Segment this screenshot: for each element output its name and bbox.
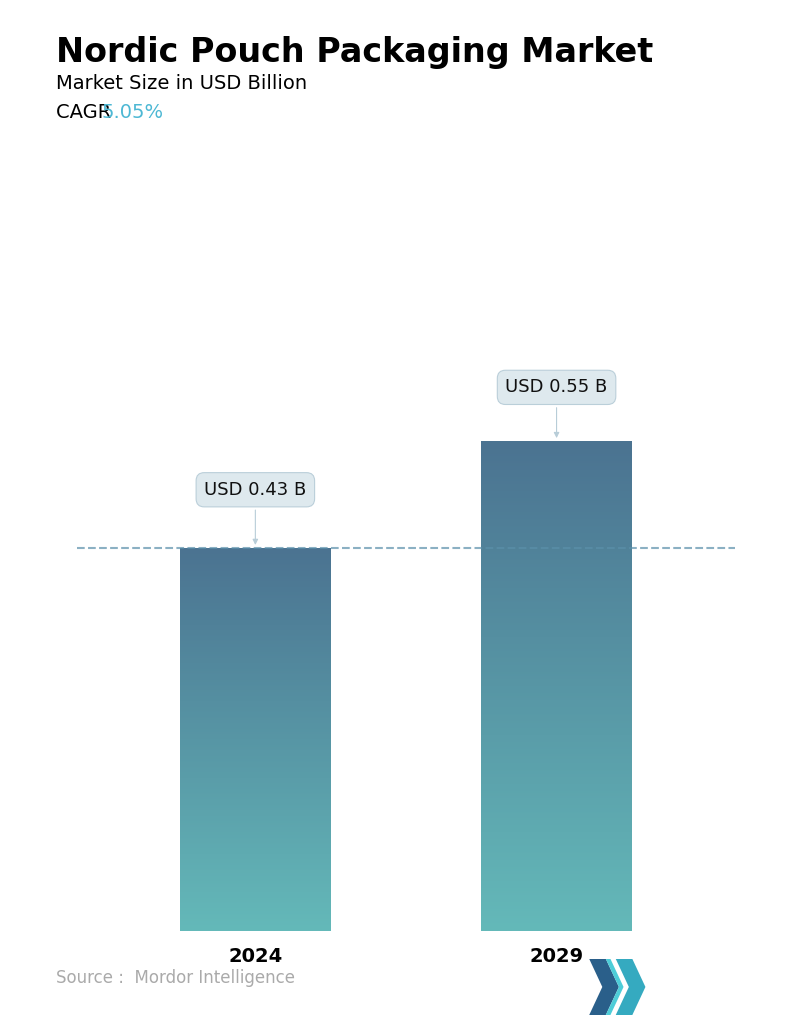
Text: CAGR: CAGR (56, 103, 117, 122)
Text: USD 0.55 B: USD 0.55 B (505, 378, 607, 437)
Polygon shape (589, 959, 619, 1015)
Text: Market Size in USD Billion: Market Size in USD Billion (56, 74, 306, 93)
Text: USD 0.43 B: USD 0.43 B (205, 481, 306, 544)
Text: 5.05%: 5.05% (102, 103, 164, 122)
Text: Nordic Pouch Packaging Market: Nordic Pouch Packaging Market (56, 36, 653, 69)
Polygon shape (606, 959, 623, 1015)
Text: Source :  Mordor Intelligence: Source : Mordor Intelligence (56, 970, 295, 987)
Polygon shape (615, 959, 646, 1015)
